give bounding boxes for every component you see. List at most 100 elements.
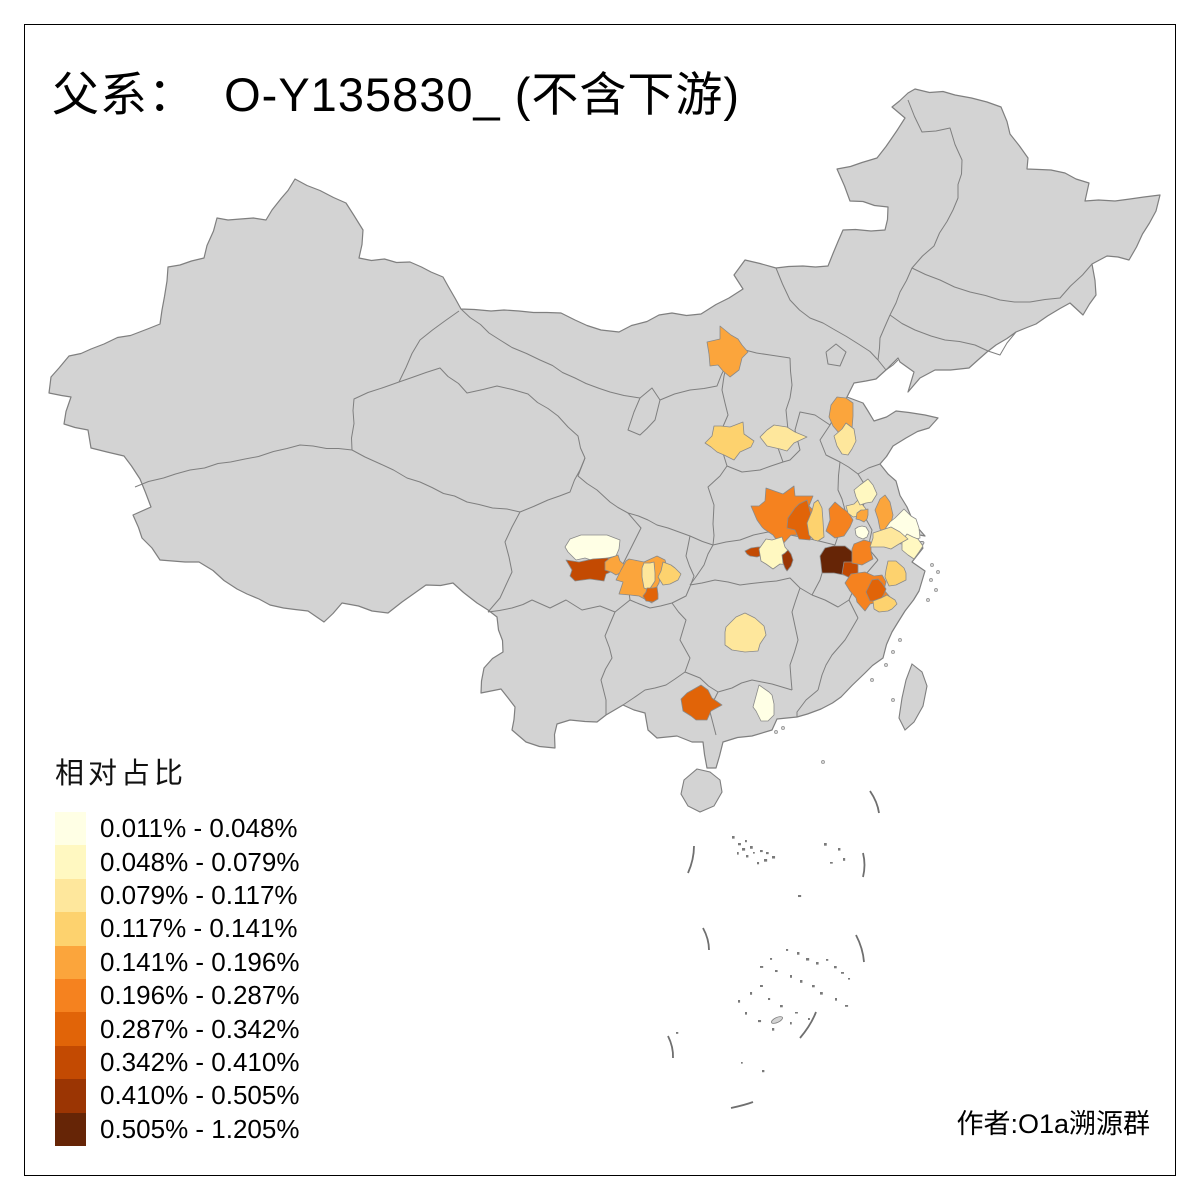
coastal-islet bbox=[891, 698, 895, 702]
province-border bbox=[398, 367, 586, 459]
legend-row: 0.141% - 0.196% bbox=[55, 945, 300, 979]
sea-islet-dot bbox=[737, 852, 739, 855]
choropleth-region bbox=[853, 478, 878, 506]
sea-islet-dot bbox=[745, 1012, 748, 1015]
sea-boundary-dash bbox=[855, 934, 865, 963]
sea-islet-dot bbox=[760, 985, 763, 988]
sea-islet-dot bbox=[745, 840, 747, 843]
legend-label: 0.011% - 0.048% bbox=[100, 813, 298, 844]
legend-row: 0.011% - 0.048% bbox=[55, 812, 299, 846]
choropleth-region bbox=[855, 508, 869, 523]
province-border bbox=[726, 461, 784, 473]
province-border bbox=[775, 267, 879, 361]
sea-islet-dot bbox=[816, 962, 819, 965]
coastal-islet bbox=[936, 570, 940, 574]
choropleth-region bbox=[704, 421, 755, 461]
sea-islet-dot bbox=[848, 978, 851, 980]
province-border bbox=[671, 602, 691, 673]
sea-islet-dot bbox=[738, 843, 741, 846]
coastal-islet bbox=[929, 578, 933, 582]
map-title: 父系： O-Y135830_ (不含下游) bbox=[52, 68, 741, 121]
province-border bbox=[796, 689, 819, 717]
province-border bbox=[577, 457, 714, 546]
sea-islet-dot bbox=[830, 862, 833, 864]
province-border bbox=[487, 599, 631, 613]
choropleth-region bbox=[758, 536, 791, 570]
sea-islet-dot bbox=[732, 836, 735, 839]
sea-boundary-dash bbox=[869, 790, 880, 814]
legend-swatch bbox=[55, 912, 86, 946]
sea-islet-dot bbox=[780, 1005, 783, 1008]
province-border bbox=[689, 544, 714, 586]
legend-row: 0.079% - 0.117% bbox=[55, 878, 299, 913]
hainan-island bbox=[680, 768, 723, 813]
sea-islet-dot bbox=[838, 848, 841, 851]
coastal-islet bbox=[934, 588, 938, 592]
province-border bbox=[622, 671, 686, 706]
choropleth-region bbox=[854, 525, 870, 540]
province-border bbox=[877, 314, 891, 361]
legend-row: 0.410% - 0.505% bbox=[55, 1079, 299, 1113]
legend-swatch bbox=[55, 878, 86, 913]
sea-islet-dot bbox=[750, 992, 753, 995]
sea-boundary-dash bbox=[730, 1101, 754, 1109]
sea-islet-dot bbox=[797, 952, 800, 955]
province-border bbox=[717, 679, 793, 693]
sea-islet-dot bbox=[770, 958, 773, 960]
legend-swatch bbox=[55, 1045, 86, 1080]
legend-swatch bbox=[55, 1012, 86, 1046]
sea-islet-dot bbox=[760, 966, 764, 968]
sea-islet-dot bbox=[798, 895, 802, 898]
legend-label: 0.141% - 0.196% bbox=[100, 946, 300, 977]
sea-islet-dot bbox=[786, 949, 789, 951]
sea-boundary-dash bbox=[687, 845, 695, 874]
sea-islet-dot bbox=[676, 1032, 679, 1034]
sea-islet-dot bbox=[812, 985, 815, 988]
province-border bbox=[817, 617, 859, 691]
legend-swatch bbox=[55, 812, 86, 846]
province-border bbox=[825, 343, 847, 367]
sea-islet-dot bbox=[750, 846, 753, 849]
sea-islet-dot bbox=[772, 856, 776, 859]
province-border bbox=[659, 363, 728, 401]
sea-islet-dot bbox=[741, 1062, 743, 1064]
sea-islet-dot bbox=[841, 972, 844, 974]
sea-islet-dot bbox=[824, 843, 827, 846]
legend-swatch bbox=[55, 978, 86, 1013]
sea-boundary-dash bbox=[702, 927, 710, 951]
province-border bbox=[782, 411, 831, 463]
choropleth-region bbox=[641, 561, 656, 591]
legend-label: 0.117% - 0.141% bbox=[100, 913, 298, 944]
province-border bbox=[519, 457, 586, 513]
choropleth-region bbox=[724, 612, 767, 653]
sea-islet-dot bbox=[772, 1028, 775, 1031]
choropleth-region bbox=[680, 684, 723, 721]
legend-row: 0.505% - 1.205% bbox=[55, 1112, 299, 1146]
taiwan-island bbox=[898, 663, 928, 731]
sea-islet-dot bbox=[820, 992, 823, 995]
sea-boundary-dash bbox=[799, 1011, 817, 1039]
coastal-islet bbox=[926, 598, 930, 602]
sea-islet-dot bbox=[835, 998, 838, 1001]
sea-islet-dot bbox=[790, 1022, 792, 1025]
province-border bbox=[134, 310, 460, 488]
choropleth-region bbox=[851, 539, 874, 566]
legend-row: 0.196% - 0.287% bbox=[55, 978, 299, 1013]
province-border bbox=[351, 449, 521, 513]
choropleth-region bbox=[806, 499, 825, 542]
legend-swatch bbox=[55, 1079, 86, 1113]
legend-title: 相对占比 bbox=[55, 758, 188, 790]
sea-islet-dot bbox=[775, 970, 778, 973]
coastal-islet bbox=[930, 563, 934, 567]
legend-row: 0.342% - 0.410% bbox=[55, 1045, 299, 1080]
sea-islet-dot bbox=[742, 848, 746, 851]
province-border bbox=[789, 587, 801, 691]
choropleth-region bbox=[872, 594, 898, 613]
sea-islet-dot bbox=[834, 966, 837, 969]
province-border bbox=[460, 308, 641, 399]
sea-islet-dot bbox=[800, 980, 803, 983]
choropleth-region bbox=[901, 533, 924, 560]
province-border bbox=[689, 577, 813, 596]
province-border bbox=[889, 314, 1017, 356]
